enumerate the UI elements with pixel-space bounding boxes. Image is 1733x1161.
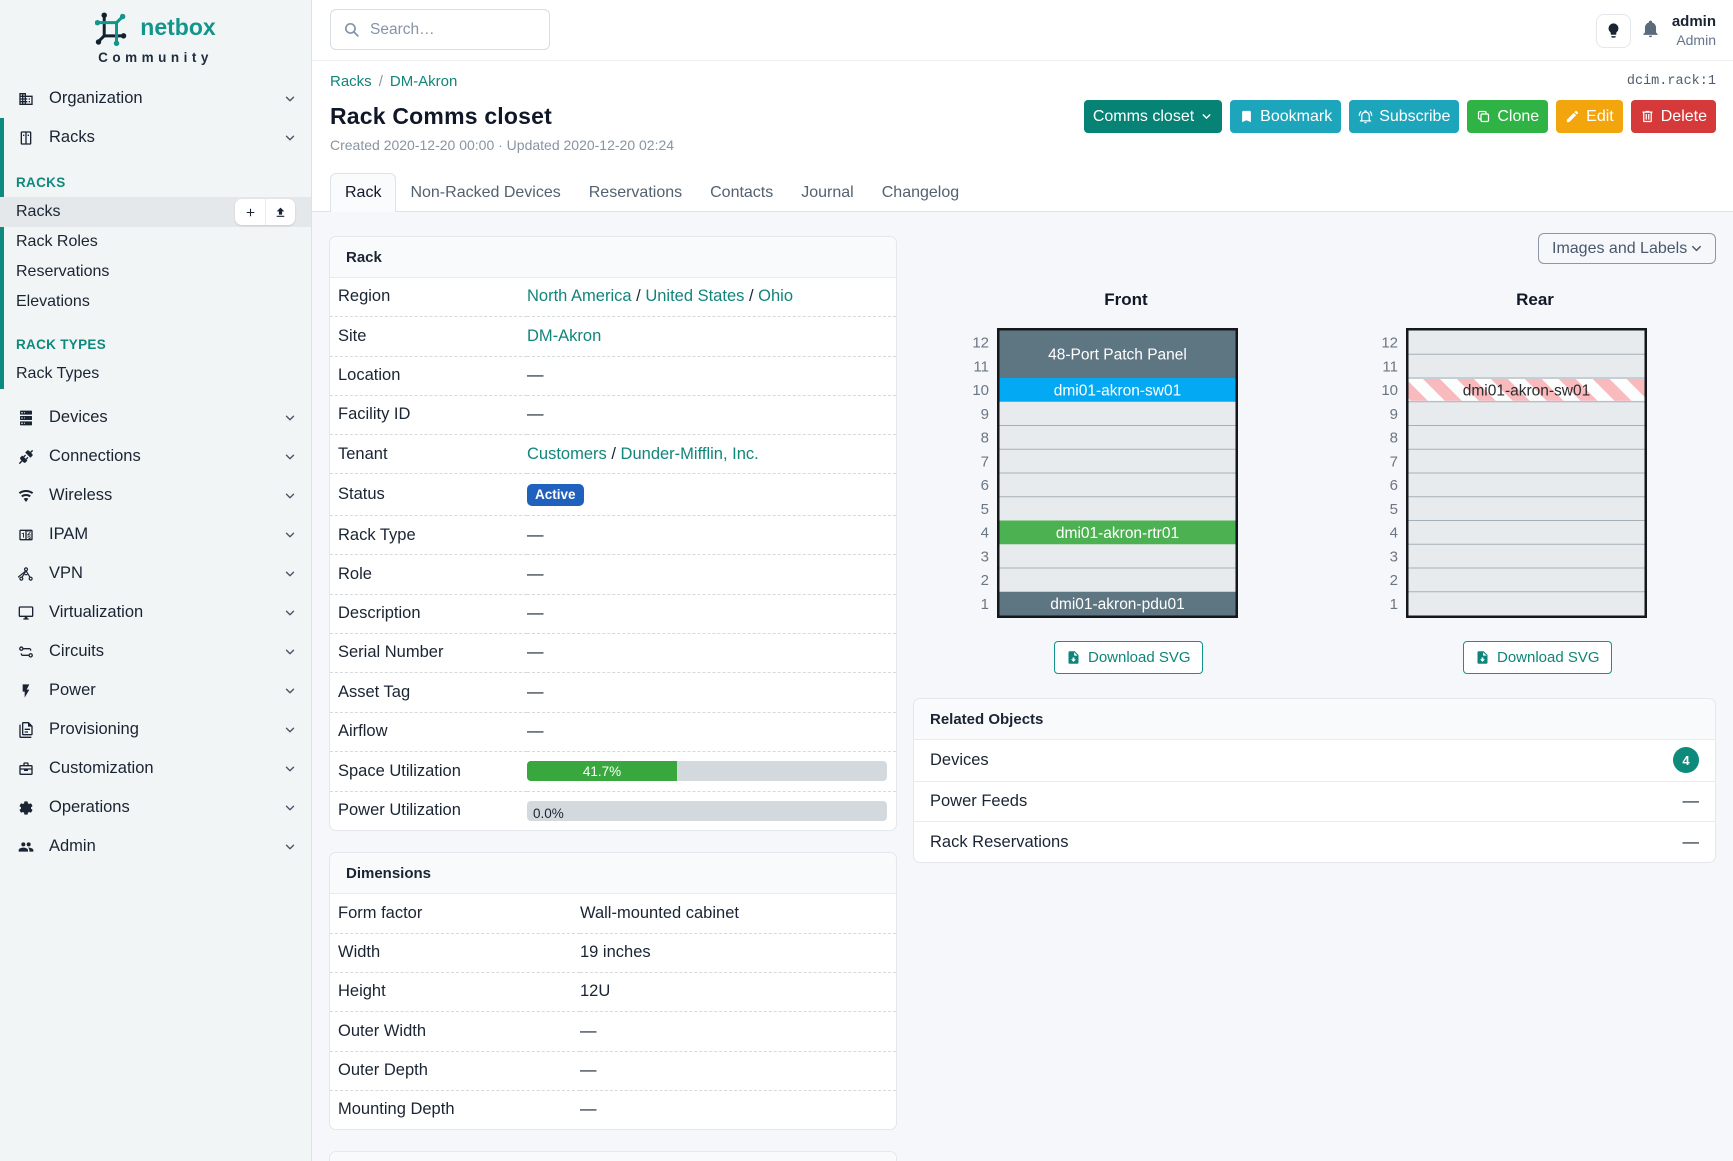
svg-text:9: 9 [1390,406,1398,423]
svg-text:1: 1 [1390,596,1398,613]
svg-text:dmi01-akron-rtr01: dmi01-akron-rtr01 [1056,525,1179,542]
svg-text:10: 10 [972,382,989,399]
svg-text:2: 2 [981,572,989,589]
svg-text:12: 12 [1381,335,1398,352]
svg-text:3: 3 [981,548,989,565]
svg-text:5: 5 [981,501,989,518]
svg-text:3: 3 [1390,548,1398,565]
svg-text:7: 7 [1390,453,1398,470]
svg-text:6: 6 [981,477,989,494]
svg-text:48-Port Patch Panel: 48-Port Patch Panel [1048,347,1187,364]
svg-text:4: 4 [1390,525,1398,542]
svg-text:5: 5 [1390,501,1398,518]
svg-text:7: 7 [981,453,989,470]
svg-text:12: 12 [972,335,989,352]
svg-text:dmi01-akron-sw01: dmi01-akron-sw01 [1054,382,1182,399]
svg-text:8: 8 [1390,430,1398,447]
svg-text:10: 10 [1381,382,1398,399]
svg-text:11: 11 [1382,358,1398,375]
svg-text:2: 2 [1390,572,1398,589]
svg-text:dmi01-akron-sw01: dmi01-akron-sw01 [1463,382,1591,399]
svg-text:6: 6 [1390,477,1398,494]
svg-text:9: 9 [981,406,989,423]
svg-text:1: 1 [981,596,989,613]
svg-text:8: 8 [981,430,989,447]
svg-text:4: 4 [981,525,989,542]
svg-text:dmi01-akron-pdu01: dmi01-akron-pdu01 [1050,596,1184,613]
svg-text:11: 11 [973,358,989,375]
